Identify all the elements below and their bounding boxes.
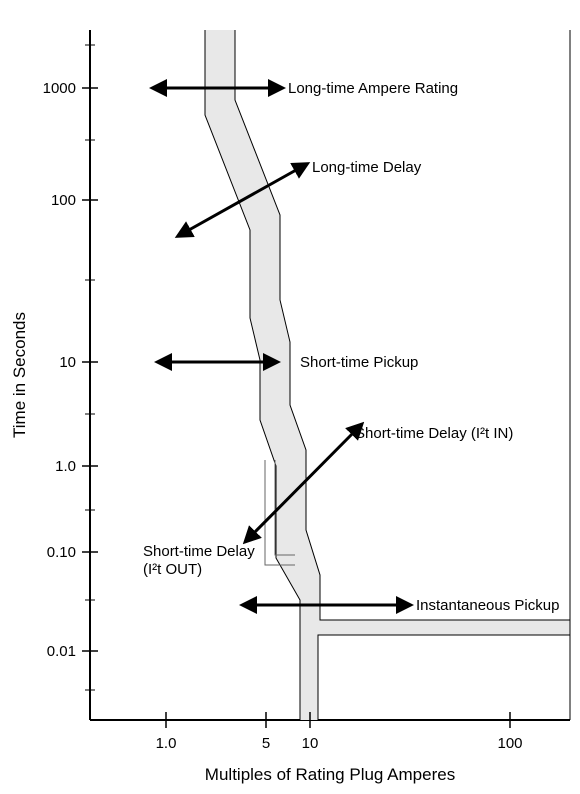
trip-curve-diagram: { "axes": { "ylabel": "Time in Seconds",…	[0, 0, 580, 794]
svg-text:0.10: 0.10	[47, 544, 76, 561]
label-short-time-delay-out2: (I²t OUT)	[143, 561, 202, 578]
svg-text:1000: 1000	[43, 80, 76, 97]
svg-text:10: 10	[59, 354, 76, 371]
svg-text:10: 10	[302, 735, 319, 752]
label-instantaneous: Instantaneous Pickup	[416, 597, 559, 614]
label-long-time-delay: Long-time Delay	[312, 159, 422, 176]
label-short-time-pickup: Short-time Pickup	[300, 354, 418, 371]
chart-svg: 1000 100 10 1.0 0.10 0.01 1.0 5 10 100 Time in S…	[0, 0, 580, 794]
annotation-labels: Long-time Ampere Rating Long-time Delay Sh…	[143, 80, 559, 614]
trip-curve-band	[205, 30, 570, 720]
label-short-time-delay-in: Short-time Delay (I²t IN)	[355, 425, 513, 442]
svg-text:100: 100	[51, 192, 76, 209]
x-ticks: 1.0 5 10 100	[156, 712, 523, 752]
x-axis-label: Multiples of Rating Plug Amperes	[205, 765, 455, 784]
svg-text:1.0: 1.0	[55, 458, 76, 475]
svg-text:1.0: 1.0	[156, 735, 177, 752]
label-long-time-ampere: Long-time Ampere Rating	[288, 80, 458, 97]
svg-text:100: 100	[497, 735, 522, 752]
svg-text:0.01: 0.01	[47, 643, 76, 660]
label-short-time-delay-out: Short-time Delay	[143, 543, 255, 560]
svg-text:5: 5	[262, 735, 270, 752]
y-axis-label: Time in Seconds	[10, 312, 29, 438]
